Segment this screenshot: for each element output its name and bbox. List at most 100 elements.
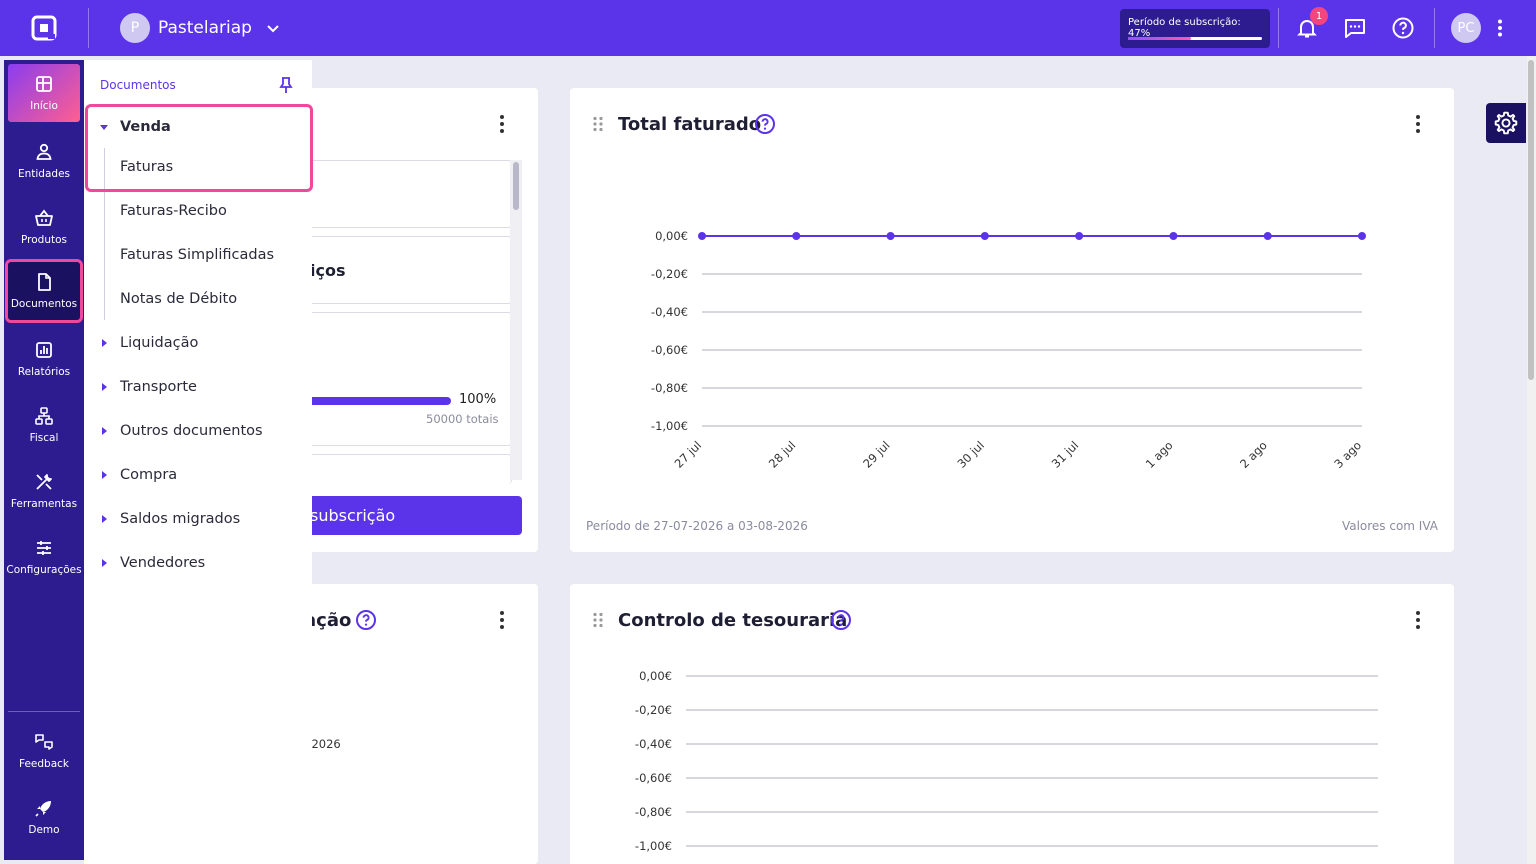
tree-line	[104, 148, 105, 320]
chart-icon	[36, 342, 52, 358]
help-circle-icon[interactable]	[355, 609, 377, 631]
nav-divider	[8, 711, 80, 712]
data-point[interactable]	[886, 232, 895, 240]
drag-handle-icon[interactable]	[592, 612, 604, 628]
nav-item-produtos[interactable]: Produtos	[4, 196, 84, 258]
caret-down-icon	[100, 125, 108, 130]
data-point[interactable]	[1263, 232, 1272, 240]
usage-percentage: 100%	[459, 392, 497, 407]
more-vertical-icon[interactable]	[1488, 16, 1512, 40]
group-compra[interactable]: Compra	[98, 467, 177, 483]
total-faturado-card: Total faturado 0,00€ -0,20€ -0,40€ -0,60€ -0…	[570, 88, 1454, 552]
basket-icon	[35, 209, 53, 226]
nav-item-entidades[interactable]: Entidades	[4, 130, 84, 192]
user-avatar[interactable]: PC	[1451, 13, 1481, 43]
nav-item-fiscal[interactable]: Fiscal	[4, 394, 84, 456]
y-tick-label: -0,60€	[651, 343, 688, 357]
data-point[interactable]	[792, 232, 801, 240]
nav-label: Início	[30, 100, 58, 112]
y-tick-label: -0,60€	[635, 771, 672, 785]
nav-label: Ferramentas	[10, 498, 78, 510]
group-venda[interactable]: Venda	[98, 119, 171, 135]
vat-note: Valores com IVA	[1341, 519, 1438, 533]
tesouraria-card: Controlo de tesouraria 0,00€ -0,20€ -0,40€…	[570, 584, 1454, 864]
document-icon	[38, 273, 51, 291]
nav-item-feedback[interactable]: Feedback	[4, 720, 84, 782]
nav-item-inicio[interactable]: Início	[8, 64, 80, 122]
app-logo-icon[interactable]	[30, 14, 58, 42]
company-selector[interactable]: P Pastelariap	[120, 13, 280, 43]
bell-icon[interactable]	[1295, 16, 1319, 40]
menu-item-faturas-simplificadas[interactable]: Faturas Simplificadas	[120, 247, 275, 263]
y-tick-label: 0,00€	[655, 229, 688, 243]
nav-item-configuracoes[interactable]: Configurações	[4, 526, 84, 588]
company-avatar: P	[120, 13, 150, 43]
help-circle-icon[interactable]	[830, 609, 852, 631]
nav-item-demo[interactable]: Demo	[4, 786, 84, 848]
y-tick-label: -1,00€	[651, 419, 688, 433]
nav-item-documentos[interactable]: Documentos	[5, 259, 83, 323]
top-bar: P Pastelariap Período de subscrição: 47%…	[0, 0, 1536, 56]
help-icon[interactable]	[1391, 16, 1415, 40]
data-point[interactable]	[698, 232, 706, 240]
subscription-button[interactable]: subscrição	[300, 496, 522, 535]
data-point[interactable]	[1169, 232, 1178, 240]
data-point[interactable]	[1358, 232, 1366, 240]
y-tick-label: 0,00€	[639, 669, 672, 683]
nav-label: Fiscal	[29, 432, 59, 444]
group-liquidacao[interactable]: Liquidação	[98, 335, 198, 351]
card-scrollbar-thumb[interactable]	[513, 162, 519, 210]
usage-progress-bar	[312, 397, 451, 405]
rocket-icon	[35, 801, 51, 817]
menu-item-faturas[interactable]: Faturas	[120, 159, 174, 175]
highlight-box	[85, 104, 313, 192]
more-vertical-icon[interactable]	[1415, 610, 1421, 630]
tesouraria-chart: 0,00€ -0,20€ -0,40€ -0,60€ -0,80€ -1,00€	[635, 669, 1378, 853]
group-label: Outros documentos	[120, 423, 263, 439]
usage-totals: 50000 totais	[426, 412, 499, 426]
card-scrollbar[interactable]	[510, 160, 522, 480]
feedback-icon	[35, 734, 53, 750]
group-label: Liquidação	[120, 335, 199, 351]
nav-item-ferramentas[interactable]: Ferramentas	[4, 460, 84, 522]
y-tick-label: -0,80€	[651, 381, 688, 395]
group-transporte[interactable]: Transporte	[98, 379, 197, 395]
section-title: iços	[310, 261, 346, 280]
group-label: Saldos migrados	[120, 511, 241, 527]
caret-right-icon	[102, 515, 107, 523]
y-tick-label: -0,40€	[651, 305, 688, 319]
caret-right-icon	[102, 427, 107, 435]
page-scrollbar[interactable]	[1527, 56, 1536, 864]
left-lower-card	[280, 584, 538, 864]
y-tick-label: -0,40€	[635, 737, 672, 751]
group-label: Venda	[120, 119, 171, 135]
page-scrollbar-thumb[interactable]	[1528, 60, 1534, 380]
data-point[interactable]	[980, 232, 989, 240]
subscription-progress-fill	[1128, 37, 1191, 40]
drag-handle-icon[interactable]	[592, 116, 604, 132]
caret-right-icon	[102, 471, 107, 479]
group-outros-documentos[interactable]: Outros documentos	[98, 423, 263, 439]
group-vendedores[interactable]: Vendedores	[98, 555, 205, 571]
pin-icon[interactable]	[278, 76, 294, 94]
x-tick-label: 3 ago	[1331, 438, 1364, 471]
menu-item-notas-de-debito[interactable]: Notas de Débito	[120, 291, 238, 307]
x-tick-label: 2 ago	[1237, 438, 1270, 471]
data-point[interactable]	[1075, 232, 1084, 240]
x-tick-label: 30 jul	[954, 438, 987, 471]
sliders-icon	[37, 541, 51, 555]
divider	[1278, 8, 1279, 48]
menu-item-faturas-recibo[interactable]: Faturas-Recibo	[120, 203, 227, 219]
more-vertical-icon[interactable]	[1415, 114, 1421, 134]
help-circle-icon[interactable]	[754, 113, 776, 135]
more-vertical-icon[interactable]	[499, 610, 505, 630]
dashboard-settings-button[interactable]	[1486, 103, 1526, 143]
nav-item-relatorios[interactable]: Relatórios	[4, 328, 84, 390]
chat-icon[interactable]	[1343, 16, 1367, 40]
nav-label: Entidades	[17, 168, 71, 180]
subscription-period-widget[interactable]: Período de subscrição: 47%	[1120, 9, 1270, 48]
info-box	[300, 454, 512, 484]
more-vertical-icon[interactable]	[499, 114, 505, 134]
group-label: Compra	[120, 467, 178, 483]
group-saldos-migrados[interactable]: Saldos migrados	[98, 511, 240, 527]
